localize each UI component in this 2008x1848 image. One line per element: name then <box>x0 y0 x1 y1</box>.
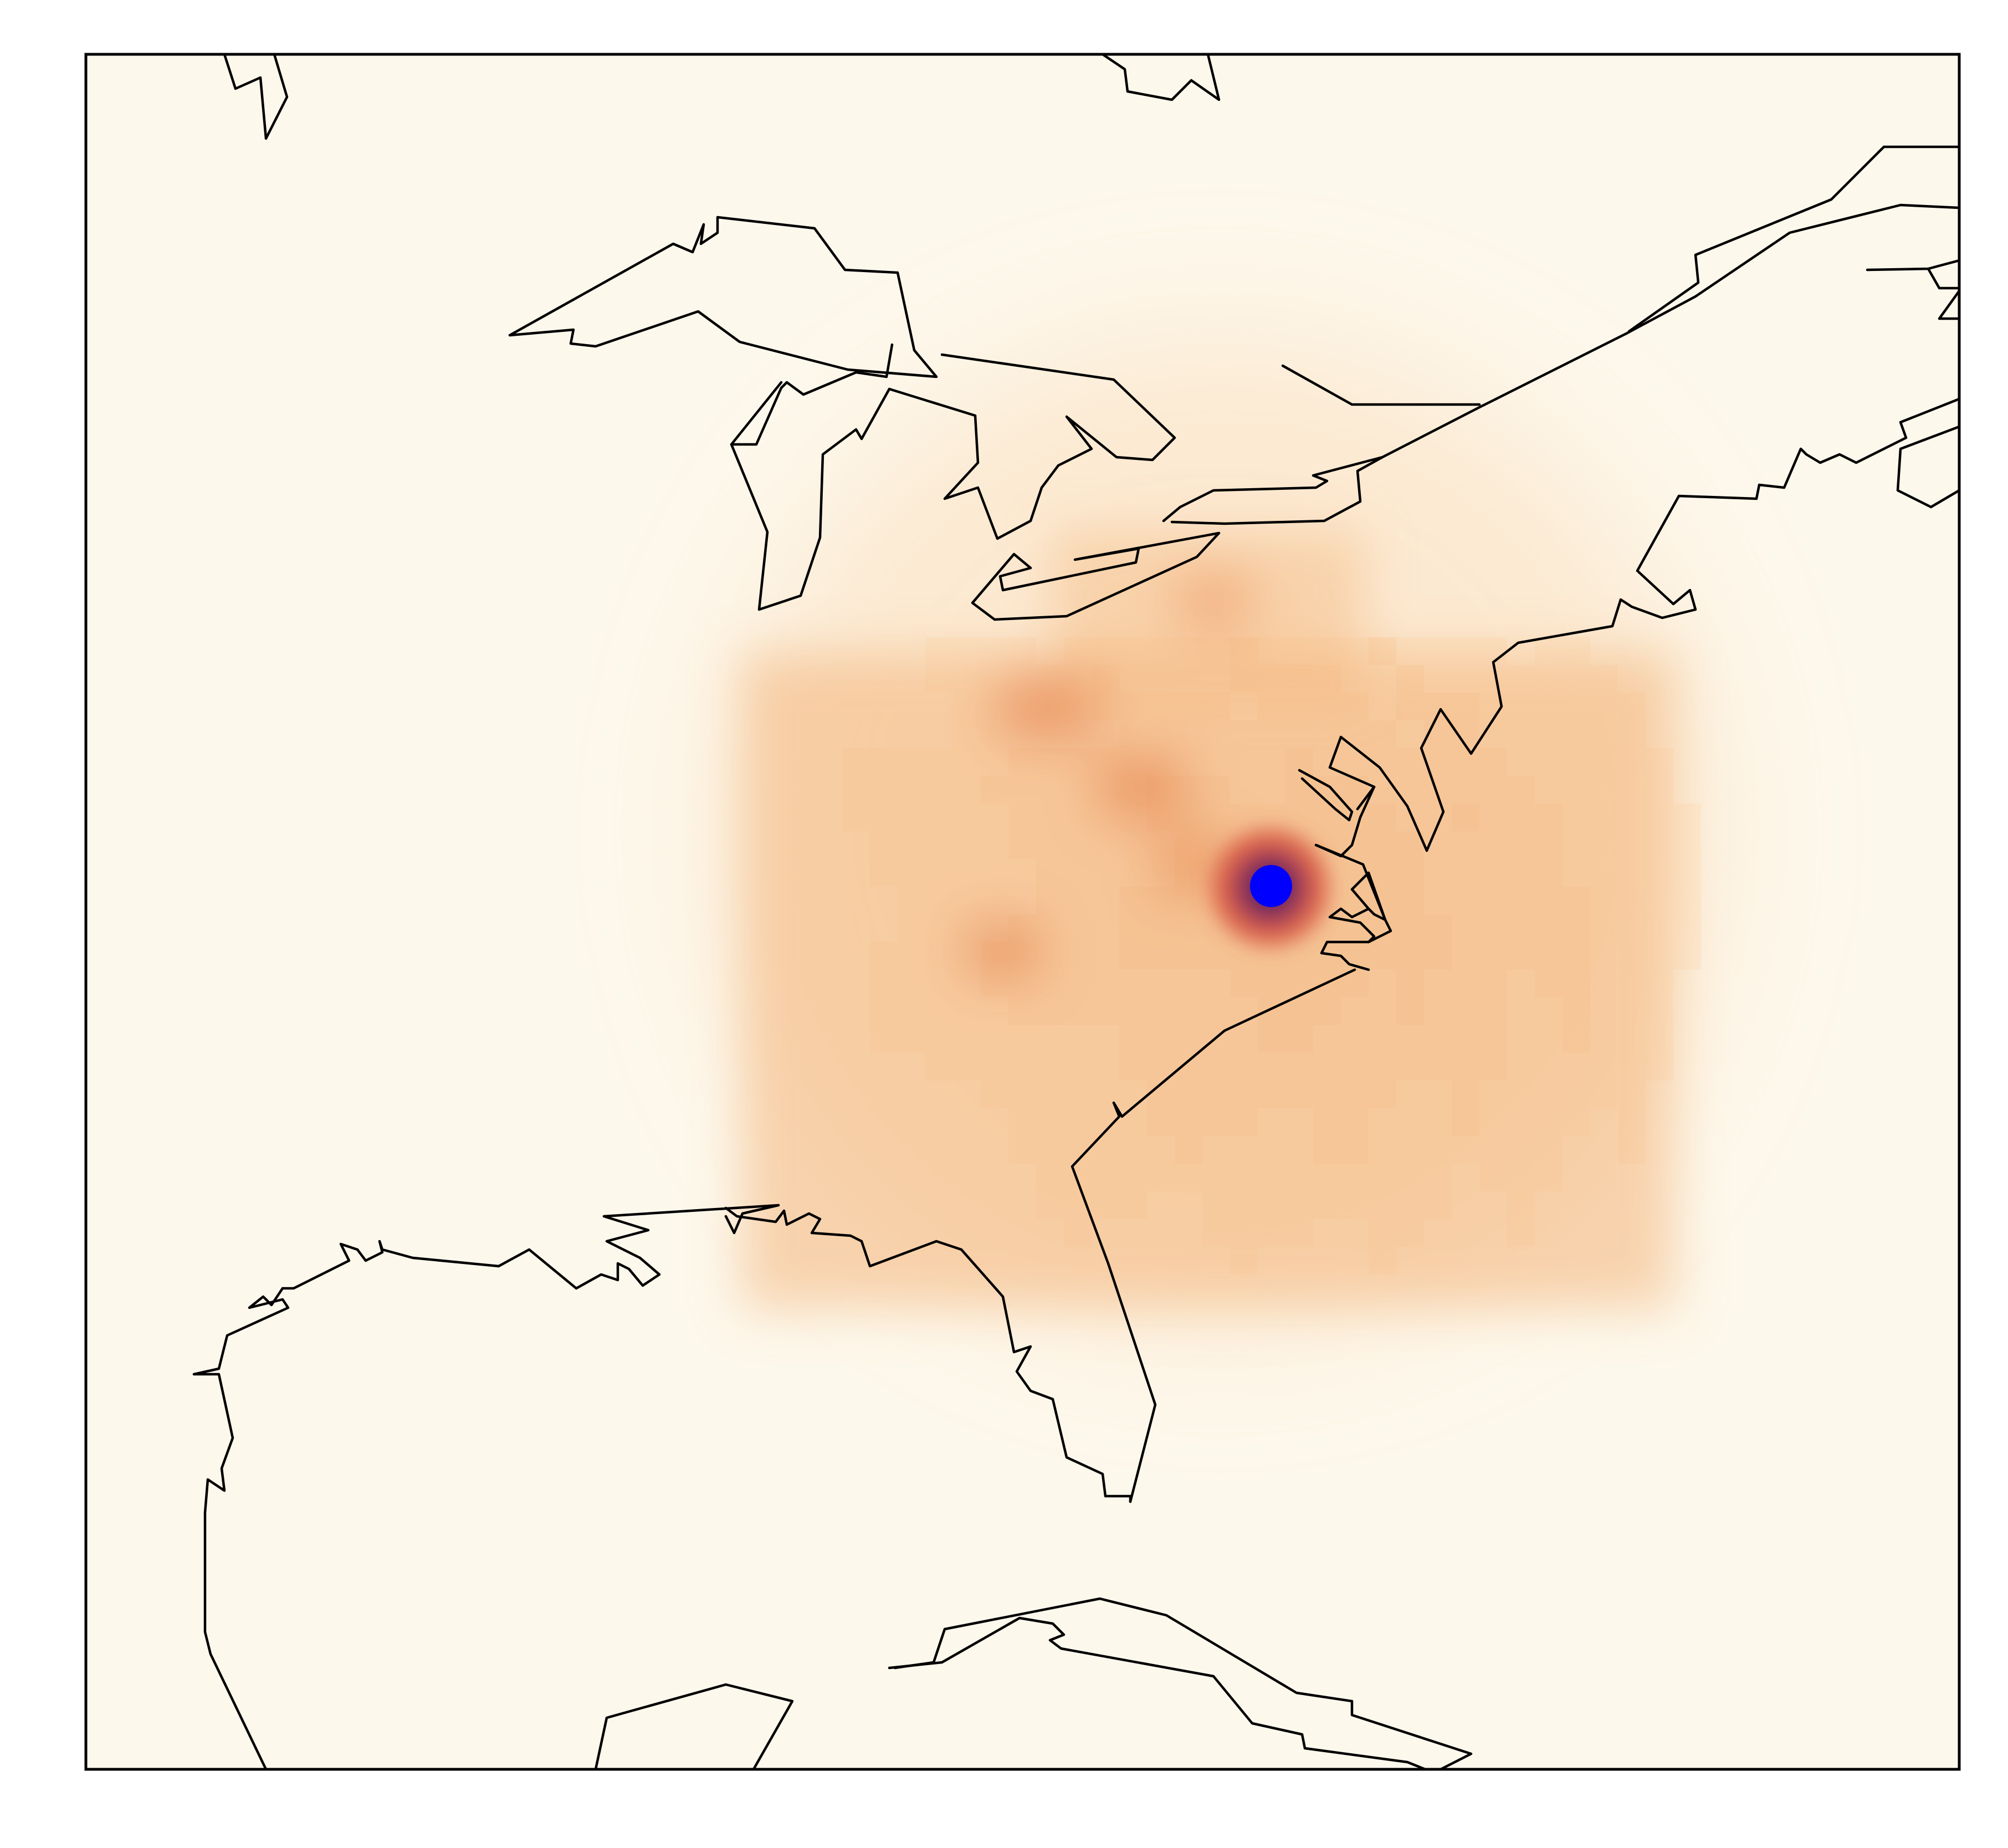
heatmap-cell <box>1673 1053 1701 1081</box>
coastline-gulf-florida-panhandle <box>602 1204 780 1260</box>
heatmap-cell <box>1673 1302 1701 1330</box>
heatmap-cell <box>1673 1191 1701 1219</box>
coastline-virginia-carolina <box>1367 907 1392 944</box>
heatmap-warm-blobs <box>742 532 1673 1308</box>
coastline-lake-superior <box>508 216 938 378</box>
coastline-gulf-louisiana <box>281 1240 661 1290</box>
coastline-lake-michigan <box>730 343 894 446</box>
coastline-cape-breton <box>1896 425 1959 509</box>
location-marker <box>1250 865 1292 907</box>
heatmap-cell <box>1673 1025 1701 1053</box>
coastline-hudson-bay <box>215 54 289 140</box>
coastline-mexico-yucatan <box>594 1683 794 1769</box>
coastline-cuba <box>888 1616 1442 1769</box>
coastline-nova-scotia <box>1420 397 1959 852</box>
coastline-lake-huron <box>888 353 1176 540</box>
heatmap-cell <box>1673 1081 1701 1108</box>
coastline-st-lawrence-north <box>1381 332 1628 459</box>
heatmap-cell <box>1673 1247 1701 1274</box>
heatmap-layer <box>86 54 1959 1769</box>
coastline-newfoundland-tip <box>1927 267 1959 290</box>
coastline-gulf-of-st-lawrence <box>1625 203 1959 335</box>
coastline-cuba-south <box>893 1597 1473 1769</box>
heatmap-cell <box>1673 1219 1701 1247</box>
coastline-delaware-bay <box>1298 769 1354 822</box>
coastlines <box>192 54 1959 1769</box>
coastline-labrador-north <box>1101 54 1221 101</box>
coastline-chesapeake <box>1314 843 1387 971</box>
coastline-quebec-north <box>1627 145 1959 333</box>
heatmap-cell <box>1673 1108 1701 1136</box>
coastline-lake-erie <box>971 531 1221 621</box>
coastline-florida <box>724 1206 1132 1503</box>
coastline-gulf-texas <box>192 1287 290 1769</box>
coastline-lake-ontario <box>1162 455 1384 525</box>
coastline-carolinas <box>1070 968 1356 1503</box>
heatmap-cell <box>1673 1274 1701 1302</box>
coastline-st-lawrence-south <box>1281 364 1481 406</box>
coastline-newfoundland-east <box>1938 289 1959 320</box>
coastline-lake-michigan-west <box>730 381 891 611</box>
heatmap-cell <box>1673 1136 1701 1164</box>
plot-frame <box>84 53 1961 1771</box>
heatmap-cell <box>1673 1164 1701 1191</box>
